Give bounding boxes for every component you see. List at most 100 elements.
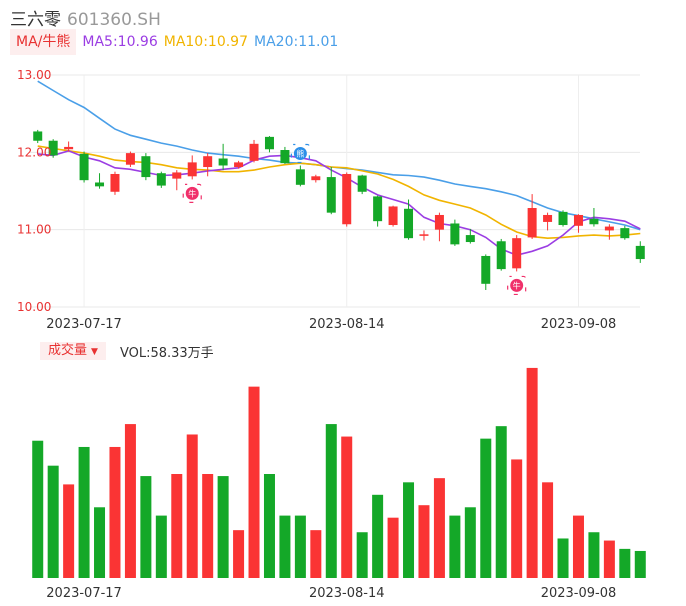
candle: [280, 146, 290, 164]
date-tick-label: 2023-08-14: [309, 317, 385, 332]
price-tick-label: 13.00: [17, 68, 51, 82]
volume-bar: [341, 436, 353, 578]
candle-body: [326, 177, 336, 213]
candle: [388, 205, 398, 227]
volume-bar: [511, 459, 523, 578]
indicator-bar: MA/牛熊 MA5:10.96 MA10:10.97 MA20:11.01: [10, 29, 338, 55]
candle-body: [48, 140, 58, 156]
candle: [125, 151, 135, 168]
candle: [64, 141, 74, 152]
candle-body: [79, 153, 89, 181]
volume-bar: [418, 505, 430, 578]
indicator-selector[interactable]: MA/牛熊: [10, 29, 77, 55]
volume-bar: [325, 424, 337, 578]
candle: [434, 212, 444, 242]
candle: [589, 208, 599, 227]
volume-bar: [449, 515, 461, 578]
candle: [527, 194, 537, 239]
volume-bar: [433, 478, 445, 578]
volume-bar: [495, 426, 507, 578]
candle-body: [156, 173, 166, 186]
candle-body: [187, 162, 197, 177]
candle-body: [249, 143, 259, 161]
volume-bars: [32, 367, 646, 578]
candle: [234, 160, 244, 169]
signal-dot: [185, 186, 199, 200]
volume-bar: [634, 550, 646, 578]
stock-name: 三六零: [10, 10, 61, 30]
date-axis: 2023-07-17 2023-07-17 2023-08-14 2023-08-14…: [46, 317, 616, 601]
signal-frame: [290, 143, 310, 164]
candle: [558, 210, 568, 227]
candle: [604, 224, 614, 240]
candle-body: [573, 214, 583, 226]
price-tick-label: 11.00: [17, 223, 51, 237]
candle: [110, 171, 120, 195]
candle-body: [110, 173, 120, 192]
candle-body: [64, 146, 74, 150]
candle-body: [450, 223, 460, 245]
candle-body: [295, 169, 305, 185]
volume-bar: [248, 386, 260, 578]
candle: [141, 153, 151, 181]
volume-bar: [32, 440, 44, 578]
candle-body: [125, 153, 135, 165]
volume-selector[interactable]: 成交量 ▼: [40, 342, 106, 360]
price-grid: [30, 74, 640, 308]
volume-bar: [480, 438, 492, 578]
candle: [79, 151, 89, 183]
stock-title: 三六零 601360.SH: [10, 5, 161, 30]
candle-body: [620, 228, 630, 239]
candle: [342, 172, 352, 227]
candle: [404, 199, 414, 240]
candle: [465, 228, 475, 244]
candle: [512, 235, 522, 272]
candle: [419, 230, 429, 241]
volume-bar: [171, 474, 183, 578]
candle-body: [172, 172, 182, 179]
candle-body: [95, 182, 105, 187]
volume-bar: [619, 548, 631, 578]
candle: [357, 174, 367, 195]
candle-body: [342, 173, 352, 225]
candle: [295, 165, 305, 187]
volume-bar: [572, 515, 584, 578]
candle: [543, 212, 553, 231]
volume-bar: [217, 476, 229, 578]
candle: [48, 139, 58, 158]
signal-label: 牛: [513, 280, 521, 290]
ma5-line: [37, 149, 641, 257]
candle-body: [264, 136, 274, 150]
volume-bar: [186, 434, 198, 578]
ma20-value: MA20:11.01: [254, 34, 339, 50]
candle-body: [373, 196, 383, 222]
candle: [496, 238, 506, 271]
candle-body: [311, 176, 321, 181]
candles: [33, 129, 645, 290]
candle-body: [635, 245, 645, 260]
bull-signal-icon: 牛: [507, 275, 527, 296]
candle: [95, 173, 105, 189]
candle: [33, 129, 43, 144]
volume-bar: [310, 530, 322, 578]
candle-body: [388, 206, 398, 226]
bear-signal-icon: 熊: [290, 143, 310, 164]
volume-bar: [403, 482, 415, 578]
candle: [264, 136, 274, 153]
price-tick-label: 10.00: [17, 300, 51, 314]
candle: [635, 241, 645, 263]
signal-label: 熊: [296, 148, 304, 158]
candle-body: [527, 208, 537, 238]
candle: [373, 195, 383, 227]
volume-bar: [140, 476, 152, 578]
volume-bar: [63, 484, 75, 578]
volume-bar: [233, 530, 245, 578]
candle-body: [33, 131, 43, 141]
volume-bar: [78, 446, 90, 578]
volume-header: 成交量 ▼ VOL:58.33万手: [40, 342, 214, 361]
volume-bar: [526, 367, 538, 578]
moving-average-lines: [37, 80, 641, 257]
volume-bar: [464, 507, 476, 578]
candle: [481, 254, 491, 290]
